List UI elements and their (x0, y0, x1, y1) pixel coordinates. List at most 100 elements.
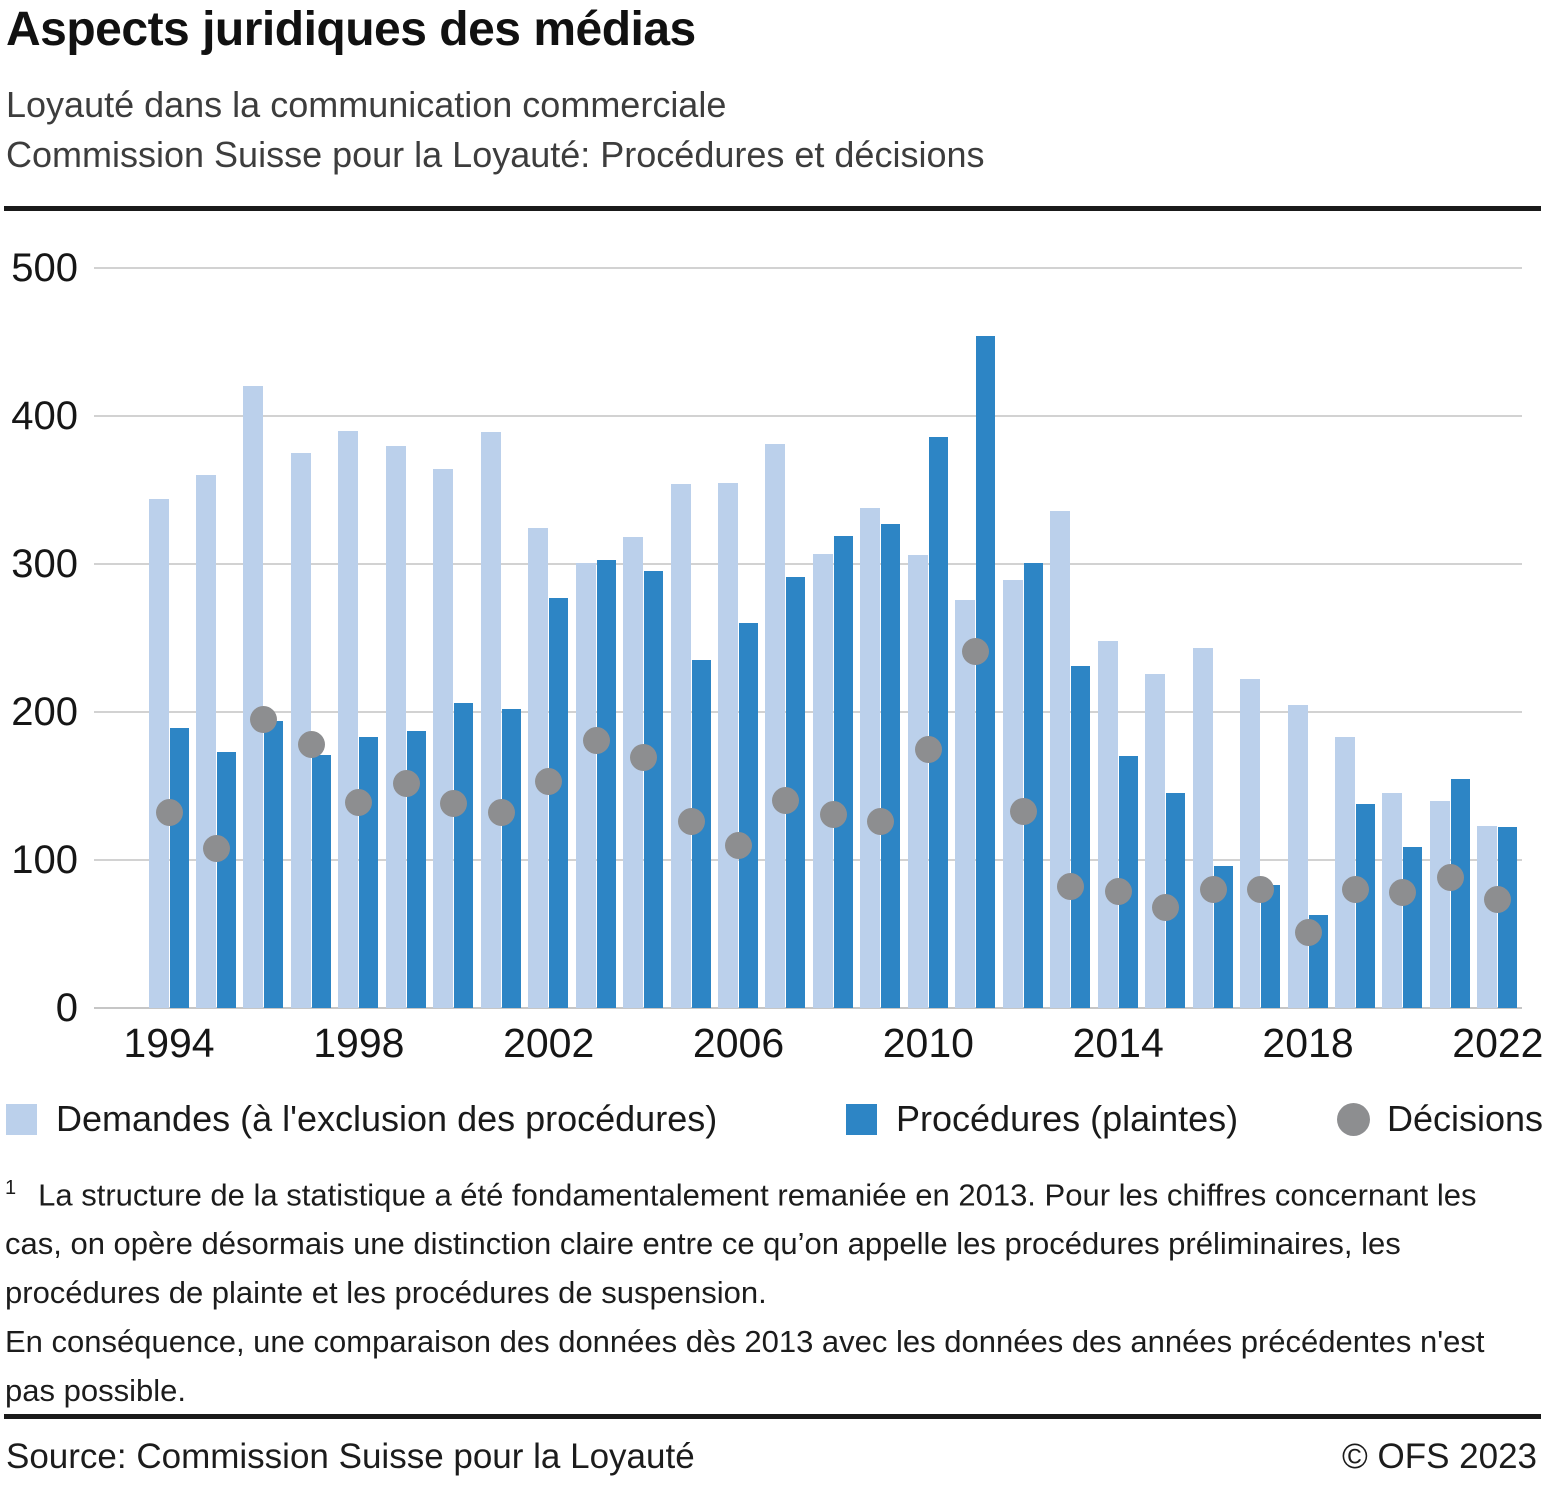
demandes-bar-2017 (1240, 679, 1261, 1008)
gridline-y-0 (94, 1007, 1522, 1009)
decisions-dot-2005 (677, 808, 705, 836)
gridline-y-200 (94, 711, 1522, 713)
y-axis-label-300: 300 (11, 542, 78, 586)
procedures-bar-2017 (1261, 885, 1281, 1008)
procedures-bar-1999 (406, 731, 426, 1008)
decisions-dot-2008 (819, 800, 847, 828)
demandes-bar-2022 (1477, 825, 1498, 1008)
bar-group-1998 (338, 268, 379, 1008)
bar-group-2009 (860, 268, 901, 1008)
footnote-text-1: La structure de la statistique a été fon… (5, 1177, 1477, 1311)
x-axis-label-2018: 2018 (1262, 1020, 1354, 1066)
procedures-bar-2021 (1450, 778, 1470, 1008)
demandes-bar-2016 (1192, 648, 1213, 1008)
bar-group-2014 (1097, 268, 1139, 1008)
procedures-bar-1998 (359, 737, 379, 1008)
header-divider (4, 206, 1541, 211)
demandes-bar-2012 (1002, 580, 1023, 1008)
bar-group-2003 (575, 268, 617, 1008)
decisions-dot-2012 (1009, 797, 1037, 825)
demandes-bar-1997 (290, 453, 311, 1008)
decisions-dot-1995 (202, 834, 230, 862)
chart-subtitle-2: Commission Suisse pour la Loyauté: Procé… (6, 134, 985, 175)
procedures-bar-2022 (1498, 827, 1518, 1008)
bar-group-2021 (1429, 268, 1471, 1008)
legend-item-demandes: Demandes (à l'exclusion des procédures) (6, 1098, 717, 1140)
demandes-bar-1996 (243, 386, 264, 1008)
procedures-bar-2004 (644, 571, 664, 1008)
procedures-bar-2012 (1023, 562, 1043, 1008)
decisions-dot-2007 (772, 787, 800, 815)
x-axis-label-1994: 1994 (123, 1020, 215, 1066)
decisions-dot-2011 (962, 637, 990, 665)
footer: Source: Commission Suisse pour la Loyaut… (6, 1437, 1537, 1477)
footnote-paragraph-2: En conséquence, une comparaison des donn… (5, 1324, 1485, 1409)
demandes-bar-2021 (1429, 800, 1450, 1008)
gridline-y-300 (94, 563, 1522, 565)
procedures-bar-1997 (311, 754, 331, 1008)
y-axis-label-0: 0 (55, 986, 78, 1030)
decisions-dot-2009 (867, 808, 895, 836)
page-title: Aspects juridiques des médias (6, 3, 696, 56)
bar-group-2008 (812, 268, 854, 1008)
procedures-swatch-icon (846, 1103, 877, 1135)
demandes-bar-2004 (623, 537, 644, 1008)
demandes-bar-2010 (907, 555, 928, 1008)
decisions-dot-1994 (155, 799, 183, 827)
decisions-dot-2000 (440, 790, 468, 818)
bar-group-2016 (1192, 268, 1234, 1008)
bar-group-2017 (1240, 268, 1281, 1008)
x-axis-label-1998: 1998 (313, 1020, 405, 1066)
demandes-bar-2018 (1287, 704, 1308, 1008)
procedures-bar-1996 (264, 720, 284, 1008)
procedures-bar-1994 (169, 728, 189, 1008)
x-axis-label-2022: 2022 (1452, 1020, 1544, 1066)
x-axis-label-2010: 2010 (882, 1020, 974, 1066)
demandes-bar-2009 (860, 507, 881, 1008)
demandes-bar-1995 (195, 475, 216, 1008)
bar-group-2007 (765, 268, 806, 1008)
x-axis-label-2002: 2002 (503, 1020, 595, 1066)
bar-group-2022 (1477, 268, 1518, 1008)
procedures-bar-2011 (976, 336, 996, 1008)
x-axis-label-2006: 2006 (692, 1020, 785, 1066)
bar-group-1996 (243, 268, 284, 1008)
decisions-dot-1998 (345, 788, 373, 816)
decisions-dot-2014 (1104, 877, 1132, 905)
bar-group-2000 (433, 268, 474, 1008)
legend-item-decisions: Décisions (1337, 1098, 1543, 1140)
decisions-dot-2006 (725, 831, 753, 859)
bar-group-2006 (718, 268, 759, 1008)
procedures-bar-2000 (454, 703, 474, 1008)
bar-group-2005 (670, 268, 712, 1008)
footnote-marker: 1 (5, 1177, 17, 1199)
gridline-y-400 (94, 415, 1522, 417)
demandes-bar-1999 (385, 445, 406, 1008)
procedures-bar-2001 (501, 709, 521, 1008)
demandes-bar-2003 (575, 562, 596, 1008)
demandes-bar-2007 (765, 444, 786, 1008)
decisions-dot-2003 (582, 726, 610, 754)
bar-group-1999 (385, 268, 427, 1008)
demandes-bar-2002 (528, 528, 549, 1008)
bar-group-2002 (528, 268, 569, 1008)
decisions-dot-2001 (487, 799, 515, 827)
bar-group-2012 (1002, 268, 1044, 1008)
decisions-dot-2018 (1294, 919, 1322, 947)
demandes-bar-2019 (1335, 737, 1355, 1008)
demandes-bar-2011 (955, 599, 976, 1008)
demandes-bar-2013 (1050, 510, 1071, 1008)
demandes-bar-2006 (718, 482, 739, 1008)
copyright-text: © OFS 2023 (1341, 1437, 1537, 1476)
legend-label-demandes: Demandes (à l'exclusion des procédures) (56, 1098, 718, 1139)
bar-group-2011 (955, 268, 996, 1008)
decisions-dot-2015 (1152, 893, 1180, 921)
legend: Demandes (à l'exclusion des procédures) … (0, 1098, 1545, 1142)
demandes-bar-2008 (812, 553, 833, 1008)
bar-group-2018 (1287, 268, 1329, 1008)
procedures-bar-2009 (881, 524, 901, 1008)
demandes-bar-2005 (670, 484, 691, 1008)
demandes-bar-1994 (148, 498, 169, 1008)
decisions-dot-1997 (297, 731, 325, 759)
bar-group-1997 (290, 268, 332, 1008)
